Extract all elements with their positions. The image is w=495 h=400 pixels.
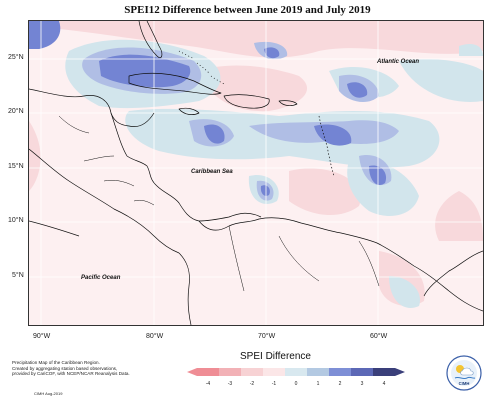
legend-swatch [329,368,351,376]
footer-line-3: provided by CariCOF, with NCEP/NCAR Rean… [12,371,130,377]
cuba-coast [128,72,222,95]
puerto-rico-coast [278,100,298,107]
colombia-coast [178,252,192,325]
legend-tick-label: -1 [272,381,277,387]
lat-label-15n: 15°N [8,163,24,170]
footer-date: CIMH Aug-2019 [34,391,63,396]
pacific-shore [29,220,80,237]
guianas-coast [423,250,483,297]
florida-coast [138,21,163,59]
lon-label-90w: 90°W [33,333,51,340]
footer-description: Precipitation Map of the Caribbean Regio… [12,360,162,377]
pacific-coast [29,148,180,254]
coastlines [29,21,483,325]
legend-swatch [187,368,219,376]
legend-colorbar: -4 -3 -2 -1 0 1 2 3 4 [187,368,405,387]
spei-map: Atlantic Ocean Caribbean Sea Pacific Oce… [29,21,483,325]
footer-line-2: Created by aggregating station based obs… [12,365,118,371]
cimh-logo: CIMH [446,355,482,391]
map-title: SPEI12 Difference between June 2019 and … [124,4,371,16]
legend-tick-label: 3 [361,381,364,387]
legend-tick-label: -2 [250,381,255,387]
wave-icon [454,376,476,380]
atlantic-ocean-label: Atlantic Ocean [376,59,419,65]
legend-tick-label: 0 [295,381,298,387]
legend-ticks: -4 -3 -2 -1 0 1 2 3 4 [206,381,386,387]
south-america-coast [198,217,483,312]
legend-title: SPEI Difference [240,351,311,362]
caribbean-sea-label: Caribbean Sea [191,169,233,175]
central-america-coast [110,112,262,222]
lon-label-80w: 80°W [146,333,164,340]
lat-label-20n: 20°N [8,108,24,115]
legend-swatch [373,368,405,376]
cloud-icon [460,367,474,376]
legend-swatch [241,368,263,376]
legend-swatch [307,368,329,376]
legend-swatch [351,368,373,376]
legend-swatch [219,368,241,376]
country-borders [58,115,380,292]
jamaica-coast [178,107,200,115]
lon-label-70w: 70°W [258,333,276,340]
legend-tick-label: -3 [228,381,233,387]
legend-swatch [285,368,307,376]
legend-swatch [263,368,285,376]
footer-line-1: Precipitation Map of the Caribbean Regio… [12,360,100,365]
pacific-ocean-label: Pacific Ocean [81,275,121,281]
lon-label-60w: 60°W [370,333,388,340]
legend-tick-label: -4 [206,381,211,387]
hispaniola-coast [223,94,270,109]
lat-label-10n: 10°N [8,217,24,224]
lat-label-5n: 5°N [12,272,24,279]
lesser-antilles [318,115,335,177]
legend-swatches [187,368,405,376]
legend-tick-label: 1 [317,381,320,387]
graticule [29,21,483,325]
bahamas [178,50,225,85]
strong-wet-anomaly-areas [29,21,387,196]
legend-tick-label: 2 [339,381,342,387]
lat-label-25n: 25°N [8,54,24,61]
legend-tick-label: 4 [383,381,386,387]
map-frame: Atlantic Ocean Caribbean Sea Pacific Oce… [28,20,484,326]
logo-text: CIMH [459,381,470,386]
